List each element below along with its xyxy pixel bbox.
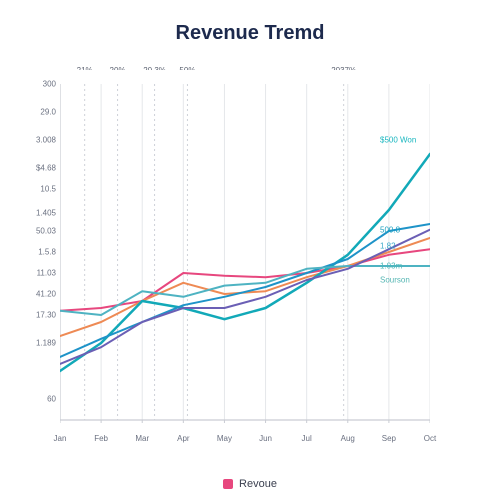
x-tick-label: Apr (177, 434, 189, 443)
y-tick-label: 11.03 (20, 269, 56, 278)
x-tick-label: Feb (94, 434, 108, 443)
x-tick-label: Mar (135, 434, 149, 443)
y-tick-label: 41.20 (20, 290, 56, 299)
right-annotation: 500.8 (380, 225, 400, 234)
right-annotation: 1.03m (380, 262, 402, 271)
y-tick-label: 1.405 (20, 208, 56, 217)
legend: Revoue (0, 474, 500, 494)
chart-plot (60, 70, 430, 430)
right-annotation: Sourson (380, 276, 410, 285)
right-annotations: $500 Won 500.8 1.82 1.03m Sourson (376, 70, 436, 430)
y-tick-label: 3.008 (20, 136, 56, 145)
chart-title: Revenue Tremd (0, 22, 500, 45)
x-tick-label: Jul (302, 434, 312, 443)
chart-card: Revenue Tremd 21%20%20.3%50%2037% 30029.… (0, 0, 500, 500)
right-annotation: 1.82 (380, 242, 396, 251)
x-tick-label: May (217, 434, 232, 443)
y-tick-label: 300 (20, 80, 56, 89)
y-tick-label: 1.189 (20, 339, 56, 348)
y-tick-label: 1.5.8 (20, 248, 56, 257)
y-axis: 300 29.0 3.008 $4.68 10.5 1.405 50.03 1.5.8 11.0… (20, 70, 56, 430)
x-tick-label: Oct (424, 434, 436, 443)
legend-swatch (223, 479, 233, 489)
x-tick-label: Jun (259, 434, 272, 443)
y-tick-label: 10.5 (20, 185, 56, 194)
x-tick-label: Sep (382, 434, 396, 443)
x-tick-label: Jan (54, 434, 67, 443)
y-tick-label: $4.68 (20, 164, 56, 173)
y-tick-label: 17.30 (20, 311, 56, 320)
chart-area: 21%20%20.3%50%2037% 30029.03.008$4.6810.… (60, 70, 430, 430)
y-tick-label: 60 (20, 395, 56, 404)
y-tick-label: 50.03 (20, 227, 56, 236)
y-tick-label: 29.0 (20, 108, 56, 117)
x-tick-label: Aug (341, 434, 355, 443)
right-annotation: $500 Won (380, 136, 416, 145)
legend-label: Revoue (239, 478, 277, 490)
x-axis: JanFebMarAprMayJunJulAugSepOct (60, 430, 430, 454)
